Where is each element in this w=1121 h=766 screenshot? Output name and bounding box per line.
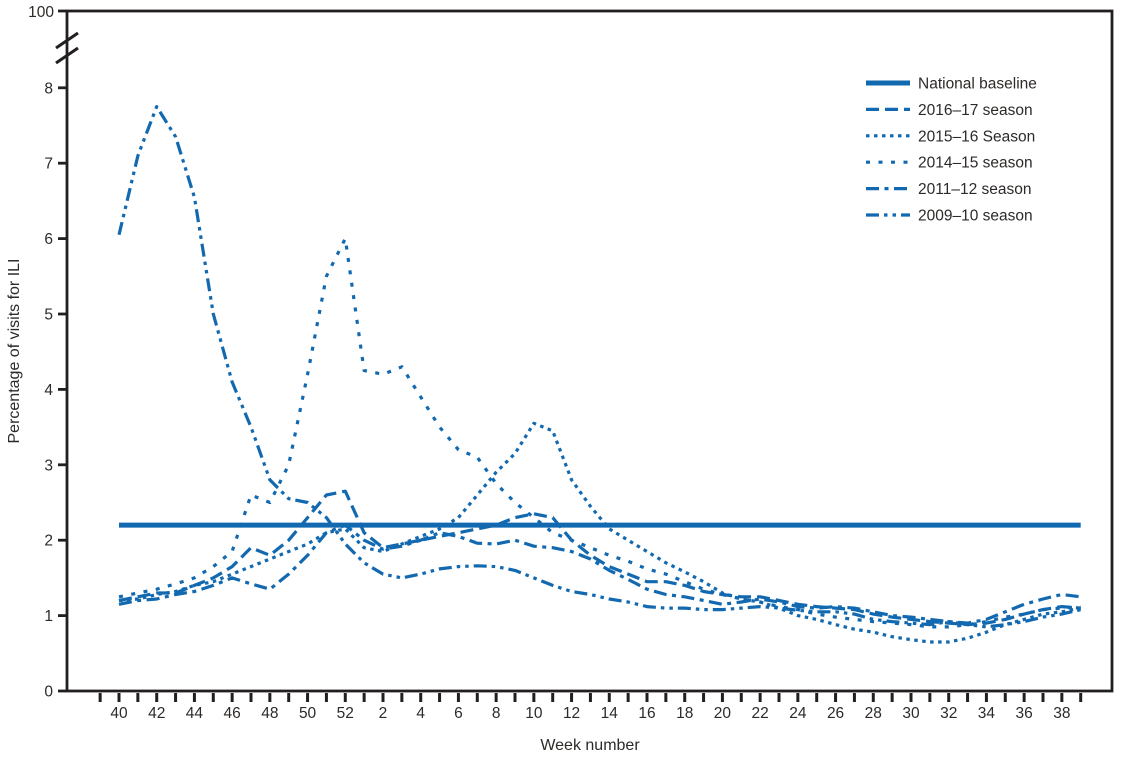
x-tick-label: 28	[865, 705, 882, 722]
y-tick-label: 0	[44, 684, 53, 701]
x-tick-label: 52	[337, 705, 354, 722]
x-tick-label: 24	[789, 705, 807, 722]
y-tick-label: 6	[44, 231, 53, 248]
x-tick-label: 18	[676, 705, 693, 722]
y-tick-label: 3	[44, 457, 53, 474]
x-tick-label: 44	[186, 705, 204, 722]
x-tick-label: 6	[454, 705, 463, 722]
legend-label-season-2014-15: 2014–15 season	[918, 155, 1033, 172]
x-tick-label: 8	[492, 705, 501, 722]
y-axis-break-mark	[55, 46, 79, 65]
y-tick-label: 8	[44, 80, 53, 97]
x-tick-label: 46	[224, 705, 241, 722]
x-axis-title: Week number	[540, 737, 640, 754]
x-tick-label: 36	[1016, 705, 1033, 722]
y-tick-label: 4	[44, 382, 53, 399]
y-axis-break-mark	[55, 31, 79, 50]
y-tick-label: 7	[44, 156, 53, 173]
x-tick-label: 10	[525, 705, 543, 722]
x-tick-label: 4	[416, 705, 425, 722]
x-tick-label: 20	[714, 705, 732, 722]
x-tick-label: 40	[110, 705, 128, 722]
y-tick-label: 1	[44, 608, 53, 625]
x-tick-label: 38	[1053, 705, 1070, 722]
series-line-season-2014-15	[118, 237, 1081, 629]
series-line-season-2015-16	[118, 421, 1082, 644]
legend-label-season-2011-12: 2011–12 season	[918, 181, 1031, 198]
legend-label-season-2016-17: 2016–17 season	[918, 102, 1033, 119]
legend-label-national-baseline: National baseline	[918, 76, 1037, 93]
plot-frame	[65, 9, 1114, 693]
x-tick-label: 30	[902, 705, 920, 722]
legend-label-season-2015-16: 2015–16 Season	[918, 128, 1035, 145]
x-tick-label: 22	[752, 705, 769, 722]
series-line-season-2016-17	[118, 489, 1081, 627]
y-tick-label: 5	[44, 307, 53, 324]
x-tick-label: 12	[563, 705, 580, 722]
x-tick-label: 32	[940, 705, 957, 722]
x-tick-label: 14	[601, 705, 619, 722]
x-tick-label: 50	[299, 705, 317, 722]
x-tick-label: 26	[827, 705, 844, 722]
x-tick-label: 34	[978, 705, 996, 722]
y-axis-title: Percentage of visits for ILI	[6, 259, 23, 444]
x-tick-label: 2	[379, 705, 388, 722]
legend-label-season-2009-10: 2009–10 season	[918, 208, 1033, 225]
x-tick-label: 42	[148, 705, 165, 722]
series-line-season-2011-12	[118, 523, 1081, 625]
x-tick-label: 16	[638, 705, 655, 722]
y-tick-label: 2	[44, 533, 53, 550]
y-axis-top-tick-label: 100	[28, 4, 54, 21]
x-tick-label: 48	[261, 705, 278, 722]
